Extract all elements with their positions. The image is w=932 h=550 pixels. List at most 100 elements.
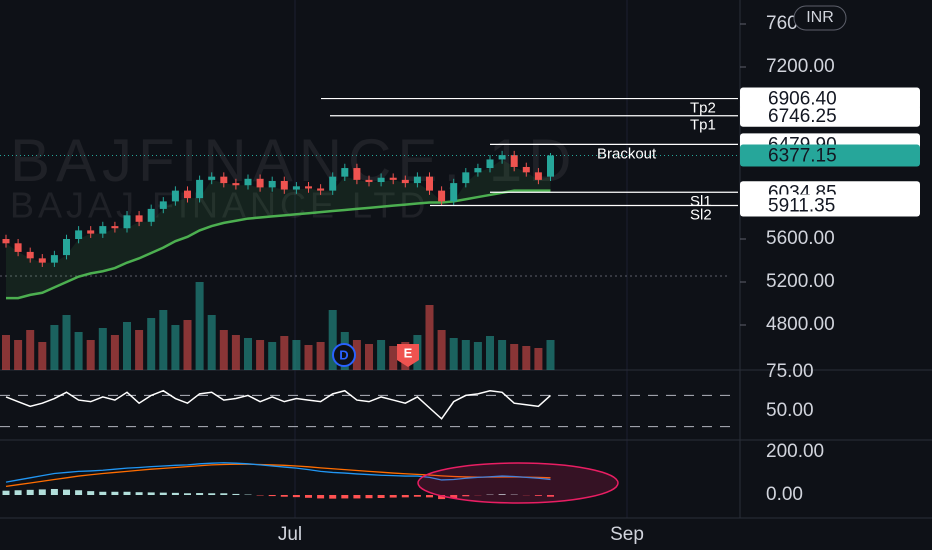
macd-tick-label: 200.00 xyxy=(766,441,824,462)
trend-fill xyxy=(6,159,551,299)
price-tick-label: 7200.00 xyxy=(766,56,835,77)
macd-hist xyxy=(171,492,179,495)
level-box xyxy=(740,104,920,127)
level-name: Brackout xyxy=(597,145,657,162)
volume-bar xyxy=(437,330,446,370)
price-tick-label: 5600.00 xyxy=(766,228,835,249)
candle-body xyxy=(196,179,204,199)
candle-body xyxy=(111,226,119,229)
volume-bar xyxy=(352,340,361,370)
level-label: 6746.25 xyxy=(768,106,837,127)
macd-hist xyxy=(147,492,155,495)
price-tick-label: 5200.00 xyxy=(766,271,835,292)
x-label: Jul xyxy=(278,524,302,545)
dividend-label[interactable]: D xyxy=(339,347,348,362)
candle-body xyxy=(341,168,349,177)
level-box xyxy=(740,87,920,110)
macd-hist xyxy=(50,488,58,495)
macd-hist xyxy=(14,490,22,495)
volume-bar xyxy=(546,340,555,370)
signal-line xyxy=(5,463,551,488)
currency-badge[interactable] xyxy=(793,5,847,31)
macd-hist xyxy=(389,495,397,498)
candle-body xyxy=(220,176,228,184)
volume-bar xyxy=(74,332,83,370)
candle-body xyxy=(123,215,131,229)
candle-body xyxy=(2,239,10,244)
volume-bar xyxy=(510,344,519,370)
candle-body xyxy=(184,190,191,199)
candle-body xyxy=(438,190,446,202)
macd-hist xyxy=(547,495,554,497)
macd-hist xyxy=(184,493,191,495)
earnings-badge[interactable] xyxy=(397,344,419,367)
candle-body xyxy=(522,166,530,173)
candle-body xyxy=(50,255,58,263)
volume-bar xyxy=(159,310,168,370)
volume-bar xyxy=(147,318,156,370)
volume-bar xyxy=(135,330,144,370)
rsi-line xyxy=(5,389,552,420)
rsi-tick-label: 75.00 xyxy=(766,361,814,382)
macd-hist xyxy=(232,493,240,495)
level-label: 6906.40 xyxy=(768,89,837,110)
dividend-badge[interactable] xyxy=(332,343,356,367)
macd-hist xyxy=(413,495,421,497)
macd-line xyxy=(5,462,551,483)
macd-hist xyxy=(498,494,506,495)
candle-body xyxy=(147,208,155,222)
watermark-company: BAJAJ FINANCE LTD xyxy=(10,185,429,226)
volume-bar xyxy=(110,335,119,370)
last-price-box xyxy=(740,144,920,167)
earnings-label[interactable]: E xyxy=(404,345,413,360)
macd-hist xyxy=(63,489,70,495)
volume-bar xyxy=(26,330,35,370)
macd-tick-label: 0.00 xyxy=(766,484,803,505)
volume-bar xyxy=(50,325,59,370)
watermark-symbol: BAJFINANCE, 1D xyxy=(10,127,577,194)
volume-bar xyxy=(461,340,470,370)
macd-hist xyxy=(268,495,276,497)
macd-hist xyxy=(280,495,288,497)
candle-body xyxy=(38,258,46,263)
candle-body xyxy=(171,190,179,202)
level-name: Sl2 xyxy=(690,206,712,223)
volume-bar xyxy=(14,340,23,370)
candle-body xyxy=(75,230,83,239)
volume-bar xyxy=(231,335,240,370)
candle-body xyxy=(135,215,143,222)
candle-body xyxy=(534,172,542,180)
x-label: Sep xyxy=(610,524,644,545)
macd-hist xyxy=(196,493,204,495)
volume-bar xyxy=(365,344,373,370)
candle-body xyxy=(389,177,397,180)
candle-body xyxy=(317,188,325,191)
volume-bar xyxy=(183,320,192,370)
candle-body xyxy=(208,176,216,180)
candle-body xyxy=(510,155,518,167)
macd-hist xyxy=(365,495,373,499)
volume-bar xyxy=(498,340,507,370)
volume-bar xyxy=(473,342,482,370)
candle-body xyxy=(353,168,361,180)
macd-hist xyxy=(450,495,458,499)
rsi-tick-label: 50.00 xyxy=(766,400,814,421)
currency[interactable]: INR xyxy=(806,9,834,26)
volume-bar xyxy=(98,328,107,370)
candle-body xyxy=(244,178,252,186)
volume-bar xyxy=(534,348,543,370)
macd-hist xyxy=(87,491,95,495)
volume-bar xyxy=(123,322,131,370)
volume-bar xyxy=(425,305,434,370)
candle-body xyxy=(63,239,70,256)
price-axis: 7600.007200.005600.005200.004800.006906.… xyxy=(740,13,920,505)
macd-hist xyxy=(38,489,46,495)
macd-hist xyxy=(438,495,446,500)
macd-hist xyxy=(462,495,470,497)
candle-body xyxy=(474,168,482,173)
level-label: 5911.35 xyxy=(768,196,835,217)
candle-body xyxy=(292,186,300,190)
macd-hist xyxy=(208,493,216,495)
volume-bar xyxy=(304,345,313,370)
